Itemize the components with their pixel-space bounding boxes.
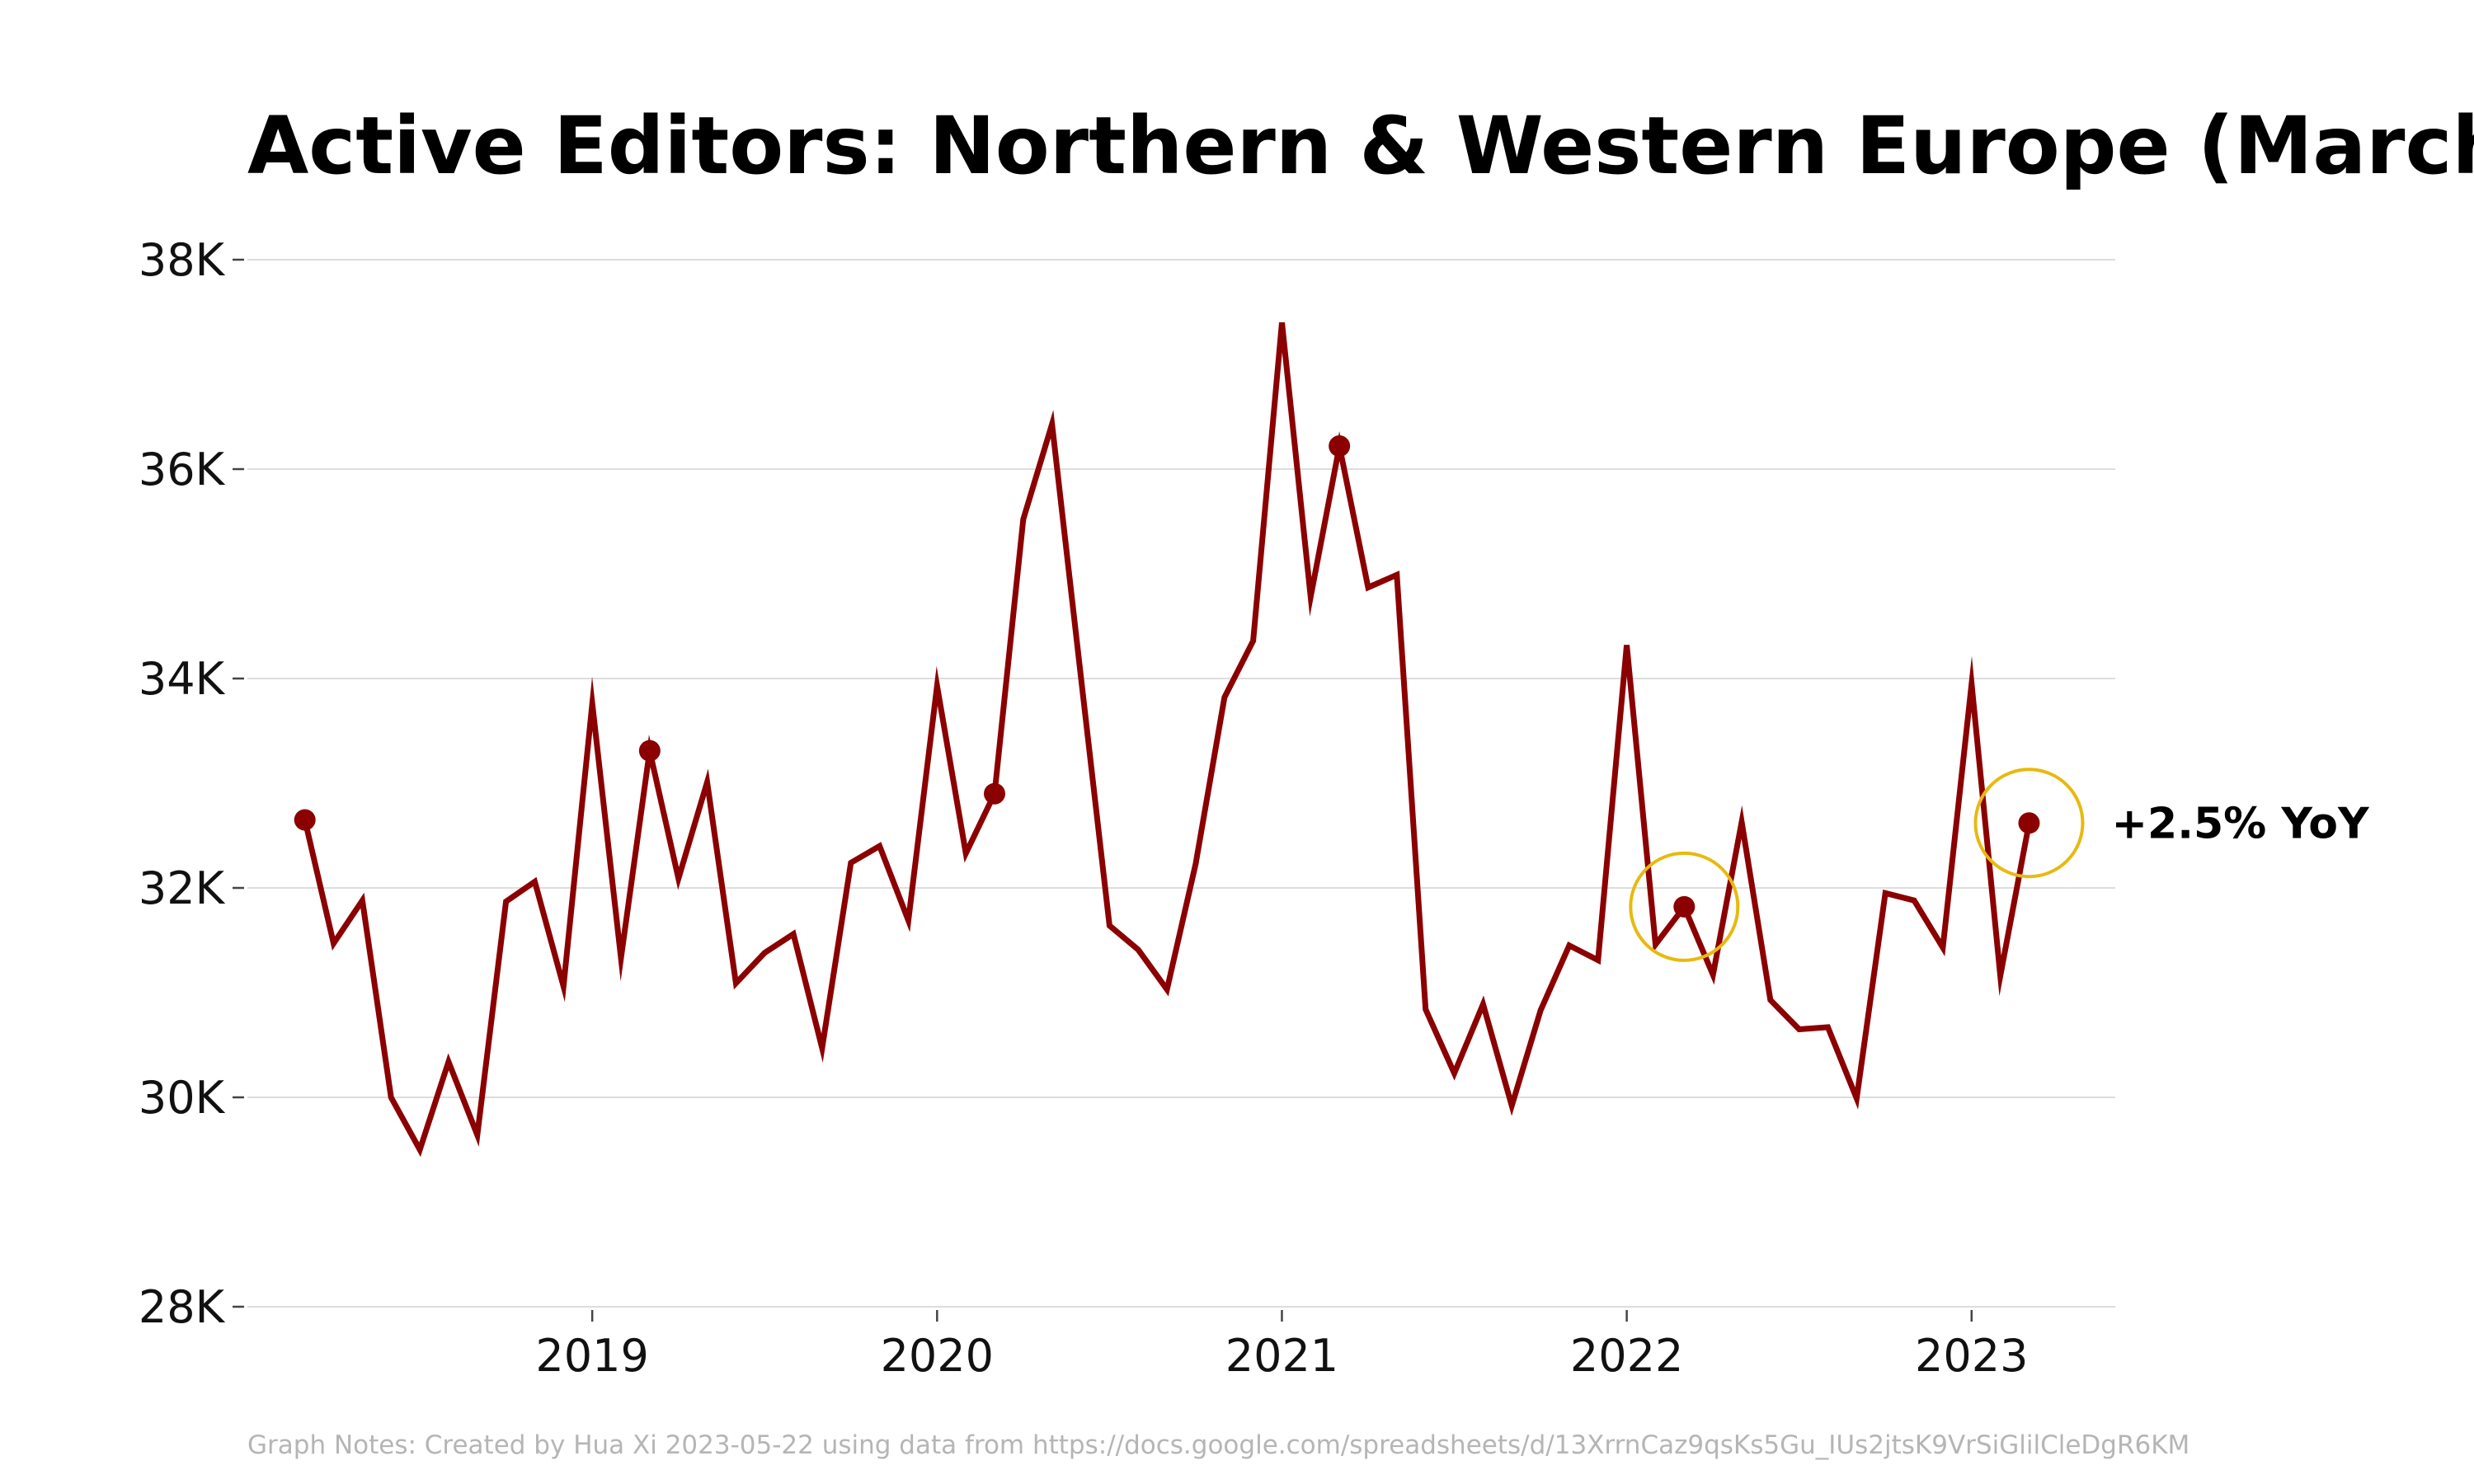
- footer-note: Graph Notes: Created by Hua Xi 2023-05-2…: [247, 1430, 2189, 1460]
- highlight-markers: [294, 435, 2085, 962]
- y-tick-label: 32K: [139, 862, 226, 914]
- x-tick-label: 2023: [1915, 1330, 2028, 1382]
- highlight-point: [984, 782, 1005, 805]
- series: [302, 322, 2032, 1158]
- x-tick-label: 2019: [535, 1330, 648, 1382]
- highlight-point: [1329, 435, 1351, 458]
- y-tick-label: 34K: [139, 653, 226, 705]
- gridlines: [247, 259, 2115, 1308]
- highlight-circle: [1629, 851, 1740, 962]
- x-tick-label: 2021: [1225, 1330, 1338, 1382]
- highlight-point: [2018, 812, 2040, 834]
- highlight-point: [638, 740, 661, 762]
- x-tick-label: 2022: [1570, 1330, 1683, 1382]
- yoy-annotation: +2.5% YoY: [2111, 799, 2369, 848]
- x-tick-label: 2020: [881, 1330, 994, 1382]
- y-tick-label: 36K: [139, 444, 226, 495]
- y-tick-label: 30K: [139, 1072, 226, 1124]
- chart-title: Active Editors: Northern & Western Europ…: [247, 100, 2474, 192]
- y-axis: 28K 30K 32K 34K 36K 38K: [139, 234, 244, 1333]
- x-axis: 2019 2020 2021 2022 2023: [535, 1310, 2028, 1382]
- y-tick-label: 28K: [139, 1281, 226, 1333]
- highlight-point: [294, 809, 316, 831]
- highlight-point: [1673, 895, 1696, 918]
- annotations: +2.5% YoY: [2111, 799, 2369, 848]
- series-line: [302, 322, 2032, 1158]
- y-tick-label: 38K: [139, 234, 226, 286]
- highlight-circle: [1973, 768, 2085, 879]
